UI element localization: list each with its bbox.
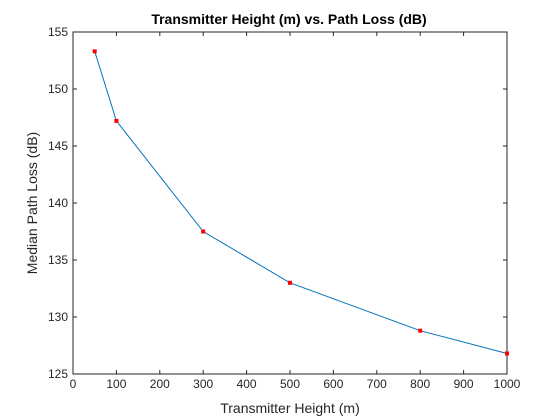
y-tick-label: 135 xyxy=(48,253,68,267)
x-tick-label: 700 xyxy=(367,377,387,391)
chart-title: Transmitter Height (m) vs. Path Loss (dB… xyxy=(151,11,426,27)
x-tick-label: 200 xyxy=(150,377,170,391)
y-axis: 125 130 135 140 145 150 155 xyxy=(48,25,507,381)
y-tick-label: 150 xyxy=(48,82,68,96)
x-tick-label: 600 xyxy=(323,377,343,391)
data-point xyxy=(418,328,423,333)
data-point xyxy=(114,118,119,123)
data-point xyxy=(201,229,206,234)
x-tick-label: 0 xyxy=(70,377,77,391)
y-tick-label: 140 xyxy=(48,196,68,210)
data-point xyxy=(92,49,97,54)
y-axis-label: Median Path Loss (dB) xyxy=(24,132,40,274)
x-tick-label: 800 xyxy=(410,377,430,391)
x-tick-label: 500 xyxy=(280,377,300,391)
y-tick-label: 145 xyxy=(48,139,68,153)
x-axis: 0 100 200 300 400 500 600 700 800 900 1000 xyxy=(70,32,521,391)
x-tick-label: 900 xyxy=(454,377,474,391)
y-tick-label: 130 xyxy=(48,310,68,324)
y-tick-label: 155 xyxy=(48,25,68,39)
plot-area xyxy=(72,31,508,375)
x-tick-label: 400 xyxy=(237,377,257,391)
x-tick-label: 300 xyxy=(193,377,213,391)
x-tick-label: 1000 xyxy=(494,377,521,391)
data-point xyxy=(505,351,509,356)
y-tick-label: 125 xyxy=(48,367,68,381)
series-group xyxy=(92,49,509,356)
x-axis-label: Transmitter Height (m) xyxy=(220,400,360,416)
x-tick-label: 100 xyxy=(106,377,126,391)
series-line xyxy=(94,51,508,354)
data-point xyxy=(288,280,292,285)
